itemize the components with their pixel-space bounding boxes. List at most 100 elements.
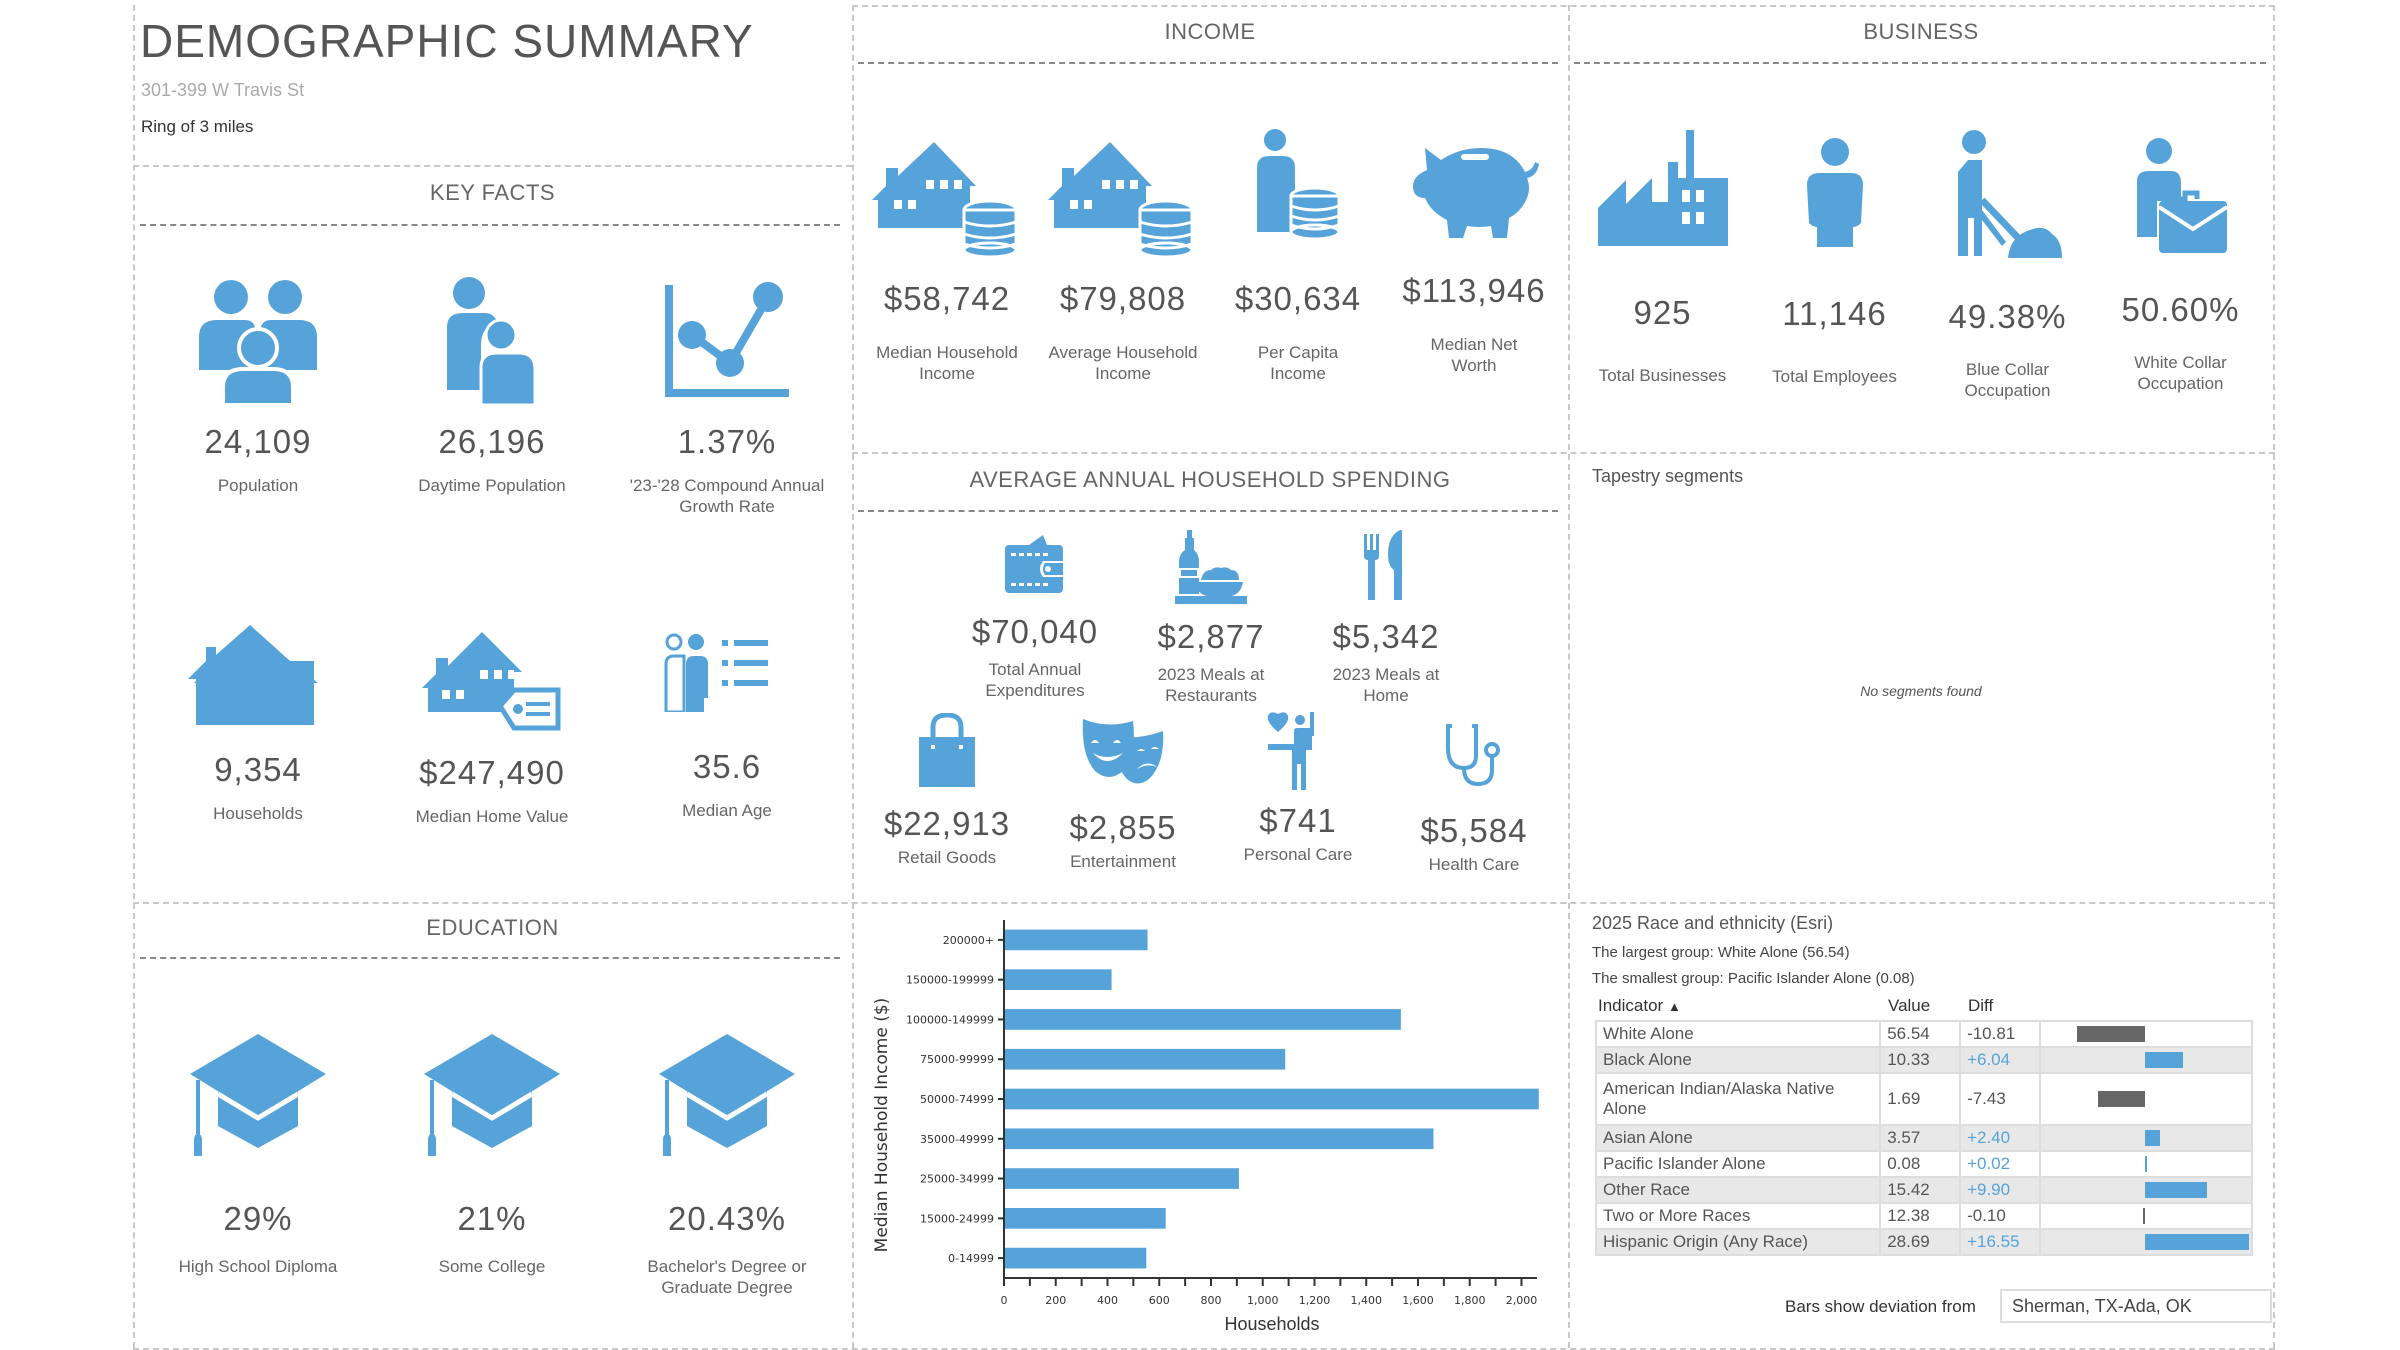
business-title: BUSINESS bbox=[1863, 19, 1979, 44]
bar[interactable] bbox=[1005, 969, 1112, 991]
key-fact-households: 9,354 Households bbox=[178, 625, 338, 824]
x-tick-label: 600 bbox=[1149, 1294, 1170, 1307]
deviation-bar bbox=[2077, 1026, 2145, 1042]
income-label: Median Net Worth bbox=[1430, 335, 1518, 375]
y-tick-label: 0-14999 bbox=[948, 1252, 994, 1265]
x-tick-label: 800 bbox=[1200, 1294, 1221, 1307]
bar[interactable] bbox=[1005, 1048, 1286, 1070]
race-row[interactable]: Pacific Islander Alone 0.08 +0.02 bbox=[1594, 1150, 2254, 1178]
race-largest: The largest group: White Alone (56.54) bbox=[1592, 944, 1850, 961]
house-coins-icon bbox=[1048, 142, 1194, 258]
column-indicator[interactable]: Indicator ▲ bbox=[1598, 996, 1681, 1016]
bar[interactable] bbox=[1005, 1247, 1147, 1269]
x-tick-label: 400 bbox=[1097, 1294, 1118, 1307]
briefcase-person-icon bbox=[2136, 138, 2228, 253]
deviation-bar bbox=[2144, 1182, 2208, 1198]
business-white-collar: 50.60% White Collar Occupation bbox=[2098, 137, 2263, 394]
bar[interactable] bbox=[1005, 929, 1148, 951]
y-tick-label: 150000-199999 bbox=[906, 974, 994, 987]
key-fact-value: 9,354 bbox=[214, 751, 302, 788]
income-value: $79,808 bbox=[1059, 280, 1187, 317]
divider bbox=[1574, 62, 2266, 64]
y-tick-label: 35000-49999 bbox=[920, 1133, 994, 1146]
people-group-icon bbox=[199, 280, 317, 405]
personal-care-icon bbox=[1267, 712, 1314, 790]
bar[interactable] bbox=[1005, 1009, 1401, 1030]
house-price-tag-icon bbox=[422, 632, 561, 731]
bar[interactable] bbox=[1005, 1128, 1434, 1150]
spending-retail-goods: $22,913 Retail Goods bbox=[872, 713, 1022, 868]
y-tick-label: 15000-24999 bbox=[920, 1212, 994, 1225]
race-row[interactable]: Asian Alone 3.57 +2.40 bbox=[1594, 1124, 2254, 1152]
business-label: Total Employees bbox=[1772, 367, 1897, 386]
key-fact-label: Daytime Population bbox=[418, 476, 566, 495]
growth-chart-icon bbox=[665, 282, 789, 397]
spending-label: Health Care bbox=[1428, 855, 1520, 874]
key-fact-label: Population bbox=[217, 476, 299, 495]
race-row[interactable]: White Alone 56.54 -10.81 bbox=[1594, 1020, 2254, 1048]
divider bbox=[140, 957, 840, 959]
y-axis-title: Median Household Income ($) bbox=[872, 998, 892, 1253]
spending-label: Total Annual Expenditures bbox=[985, 660, 1085, 700]
spending-label: Retail Goods bbox=[897, 848, 997, 867]
bar[interactable] bbox=[1005, 1207, 1166, 1229]
spending-value: $22,913 bbox=[883, 805, 1011, 842]
business-value: 50.60% bbox=[2121, 291, 2240, 328]
x-axis-title: Households bbox=[1224, 1314, 1319, 1334]
education-high-school: 29% High School Diploma bbox=[168, 1030, 348, 1277]
deviation-select[interactable]: Sherman, TX-Ada, OK bbox=[2000, 1289, 2272, 1323]
tapestry-title: Tapestry segments bbox=[1592, 466, 1744, 486]
stethoscope-icon bbox=[1446, 724, 1500, 787]
income-net-worth: $113,946 Median Net Worth bbox=[1389, 140, 1559, 376]
deviation-bar bbox=[2144, 1052, 2183, 1068]
y-tick-label: 50000-74999 bbox=[920, 1093, 994, 1106]
business-value: 925 bbox=[1633, 294, 1692, 331]
education-label: Some College bbox=[438, 1257, 546, 1276]
person-coins-icon bbox=[1257, 129, 1341, 241]
race-indicator: Pacific Islander Alone bbox=[1594, 1150, 1882, 1178]
y-tick-label: 25000-34999 bbox=[920, 1173, 994, 1186]
graduation-cap-icon bbox=[424, 1034, 560, 1156]
race-diff: +0.02 bbox=[1959, 1150, 2041, 1178]
restaurant-meal-icon bbox=[1175, 530, 1247, 604]
divider bbox=[133, 902, 2275, 904]
spending-total-annual: $70,040 Total Annual Expenditures bbox=[960, 535, 1110, 701]
race-row[interactable]: Black Alone 10.33 +6.04 bbox=[1594, 1046, 2254, 1074]
income-label: Average Household Income bbox=[1048, 343, 1198, 383]
race-row[interactable]: Two or More Races 12.38 -0.10 bbox=[1594, 1202, 2254, 1230]
income-median-household: $58,742 Median Household Income bbox=[862, 138, 1032, 384]
bar[interactable] bbox=[1005, 1168, 1239, 1189]
x-tick-label: 200 bbox=[1045, 1294, 1066, 1307]
business-blue-collar: 49.38% Blue Collar Occupation bbox=[1925, 130, 2090, 401]
x-tick-label: 1,800 bbox=[1454, 1294, 1486, 1307]
divider bbox=[2273, 5, 2275, 1348]
person-icon bbox=[1806, 138, 1863, 247]
graduation-cap-icon bbox=[190, 1034, 326, 1156]
house-icon bbox=[188, 625, 328, 725]
ring-label: Ring of 3 miles bbox=[141, 117, 254, 136]
race-value: 28.69 bbox=[1879, 1228, 1962, 1256]
divider bbox=[133, 5, 135, 1348]
race-row[interactable]: Other Race 15.42 +9.90 bbox=[1594, 1176, 2254, 1204]
race-table-header: Indicator ▲ Value Diff bbox=[1596, 996, 2256, 1018]
theater-masks-icon bbox=[1082, 719, 1164, 784]
spending-label: 2023 Meals at Home bbox=[1332, 665, 1440, 705]
race-indicator: Two or More Races bbox=[1594, 1202, 1882, 1230]
column-value[interactable]: Value bbox=[1888, 996, 1931, 1015]
race-deviation-cell bbox=[2038, 1150, 2254, 1178]
race-value: 0.08 bbox=[1879, 1150, 1962, 1178]
race-row[interactable]: Hispanic Origin (Any Race) 28.69 +16.55 bbox=[1594, 1228, 2254, 1256]
deviation-bar bbox=[2144, 1234, 2249, 1250]
column-diff[interactable]: Diff bbox=[1968, 996, 1994, 1015]
race-title: 2025 Race and ethnicity (Esri) bbox=[1592, 913, 1834, 933]
education-bachelors: 20.43% Bachelor's Degree or Graduate Deg… bbox=[627, 1030, 827, 1298]
bar[interactable] bbox=[1005, 1088, 1539, 1110]
race-row[interactable]: American Indian/Alaska Native Alone 1.69-… bbox=[1594, 1072, 2254, 1126]
divider bbox=[133, 165, 852, 167]
race-indicator: Asian Alone bbox=[1594, 1124, 1882, 1152]
race-diff: +9.90 bbox=[1959, 1176, 2041, 1204]
race-diff: +2.40 bbox=[1959, 1124, 2041, 1152]
age-list-icon bbox=[664, 633, 768, 712]
income-value: $30,634 bbox=[1234, 280, 1362, 317]
race-diff: -10.81 bbox=[1959, 1020, 2041, 1048]
